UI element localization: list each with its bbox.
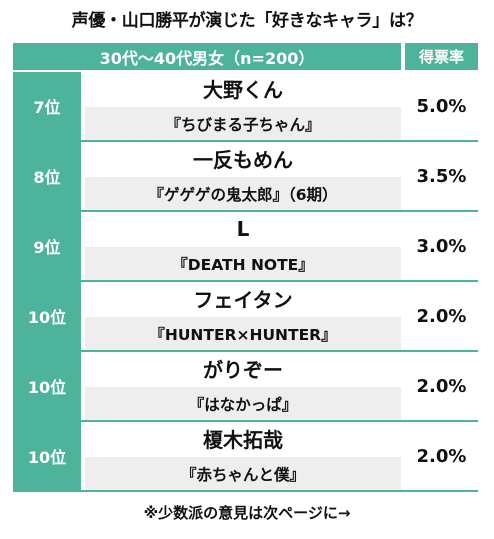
vote-percentage: 2.0% <box>405 282 478 350</box>
work-title: 『ちびまる子ちゃん』 <box>85 107 401 140</box>
character-name: L <box>85 212 401 245</box>
row-divider <box>13 280 478 282</box>
vote-percentage: 2.0% <box>405 422 478 490</box>
rank-label: 7位 <box>13 72 81 140</box>
character-name: がりぞー <box>85 352 401 385</box>
rate-header: 得票率 <box>405 43 478 70</box>
ranking-row: 9位 L 『DEATH NOTE』 3.0% <box>13 212 478 280</box>
footer-note: ※少数派の意見は次ページに→ <box>143 504 351 522</box>
character-name: 大野くん <box>85 72 401 105</box>
ranking-row: 10位 がりぞー 『はなかっぱ』 2.0% <box>13 352 478 420</box>
vote-percentage: 5.0% <box>405 72 478 140</box>
row-divider <box>13 210 478 212</box>
ranking-row: 10位 榎木拓哉 『赤ちゃんと僕』 2.0% <box>13 422 478 490</box>
rank-label: 10位 <box>13 282 81 350</box>
row-divider <box>13 420 478 422</box>
work-title: 『HUNTER×HUNTER』 <box>85 317 401 350</box>
ranking-row: 7位 大野くん 『ちびまる子ちゃん』 5.0% <box>13 72 478 140</box>
ranking-row: 10位 フェイタン 『HUNTER×HUNTER』 2.0% <box>13 282 478 350</box>
character-name: フェイタン <box>85 282 401 315</box>
work-title: 『DEATH NOTE』 <box>85 247 401 280</box>
vote-percentage: 2.0% <box>405 352 478 420</box>
rank-label: 10位 <box>13 422 81 490</box>
character-name: 一反もめん <box>85 142 401 175</box>
rank-label: 10位 <box>13 352 81 420</box>
page-title: 声優・山口勝平が演じた「好きなキャラ」は？ <box>71 11 423 31</box>
rank-label: 8位 <box>13 142 81 210</box>
character-name: 榎木拓哉 <box>85 422 401 455</box>
row-divider <box>13 140 478 142</box>
vote-percentage: 3.0% <box>405 212 478 280</box>
ranking-row: 8位 一反もめん 『ゲゲゲの鬼太郎』（6期） 3.5% <box>13 142 478 210</box>
row-divider <box>13 490 478 492</box>
work-title: 『はなかっぱ』 <box>85 387 401 420</box>
vote-percentage: 3.5% <box>405 142 478 210</box>
work-title: 『ゲゲゲの鬼太郎』（6期） <box>85 177 401 210</box>
work-title: 『赤ちゃんと僕』 <box>85 457 401 490</box>
rank-label: 9位 <box>13 212 81 280</box>
survey-group-header: 30代〜40代男女（n=200） <box>13 43 401 70</box>
row-divider <box>13 350 478 352</box>
